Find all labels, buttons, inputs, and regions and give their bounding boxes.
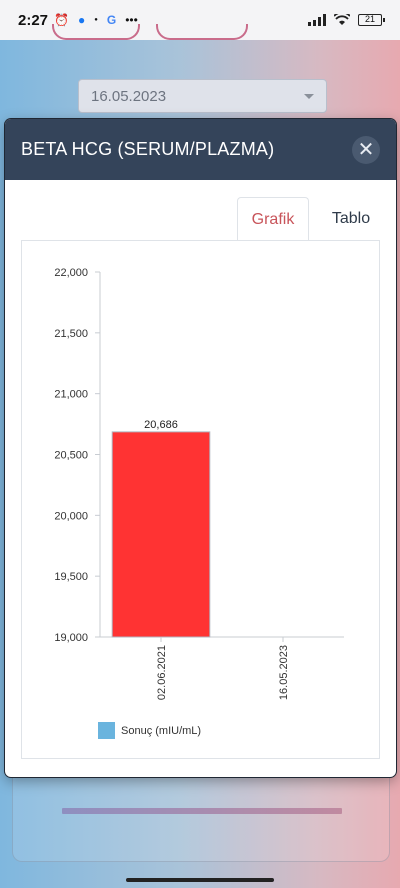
legend-swatch xyxy=(98,722,115,739)
messenger-icon: ● xyxy=(77,13,86,27)
status-bar: 2:27 ⏰ ● ● G ••• 21 xyxy=(0,0,400,40)
background-progress-bar xyxy=(62,808,342,814)
more-icon: ••• xyxy=(125,13,138,27)
background-button-right xyxy=(156,24,248,40)
battery-icon: 21 xyxy=(358,14,385,26)
bar xyxy=(111,431,211,638)
y-tick-label: 19,000 xyxy=(54,632,88,644)
status-time: 2:27 xyxy=(18,11,49,29)
google-icon: G xyxy=(106,13,117,27)
notification-icons: ⏰ ● ● G ••• xyxy=(54,13,138,27)
system-icons: 21 xyxy=(308,14,385,26)
gesture-nav-handle[interactable] xyxy=(126,878,274,882)
y-tick-label: 20,000 xyxy=(54,510,88,522)
y-tick-label: 19,500 xyxy=(54,571,88,583)
close-icon: ✕ xyxy=(357,139,375,161)
dot-icon: ● xyxy=(94,17,98,23)
x-tick-label: 02.06.2021 xyxy=(156,645,168,700)
tab-bar: Grafik Tablo xyxy=(5,197,396,241)
wifi-icon xyxy=(334,14,350,25)
x-tick-label: 16.05.2023 xyxy=(278,645,290,700)
background-date-select: 16.05.2023 xyxy=(78,79,327,113)
y-tick-label: 20,500 xyxy=(54,450,88,462)
bar-chart: 22,000 21,500 21,000 20,500 20,000 19,500 19,0… xyxy=(54,267,344,700)
y-tick-label: 22,000 xyxy=(54,267,88,279)
legend-label: Sonuç (mIU/mL) xyxy=(121,724,202,737)
background-button-left xyxy=(52,24,140,40)
modal-title: BETA HCG (SERUM/PLAZMA) xyxy=(21,139,275,159)
chart-panel: 22,000 21,500 21,000 20,500 20,000 19,500 19,0… xyxy=(21,240,380,759)
tab-tablo[interactable]: Tablo xyxy=(331,210,371,227)
background-date-value: 16.05.2023 xyxy=(91,87,167,105)
tab-grafik[interactable]: Grafik xyxy=(237,197,309,241)
signal-icon xyxy=(308,14,326,26)
y-tick-label: 21,000 xyxy=(54,389,88,401)
alarm-icon: ⏰ xyxy=(54,13,69,27)
y-tick-label: 21,500 xyxy=(54,328,88,340)
bar-data-label: 20,686 xyxy=(144,419,178,431)
modal-header: BETA HCG (SERUM/PLAZMA) ✕ xyxy=(5,119,396,180)
close-button[interactable]: ✕ xyxy=(352,135,380,164)
chevron-down-icon xyxy=(304,93,314,99)
chart-legend: Sonuç (mIU/mL) xyxy=(98,722,201,739)
chart-modal: BETA HCG (SERUM/PLAZMA) ✕ Grafik Tablo 2… xyxy=(5,119,396,777)
